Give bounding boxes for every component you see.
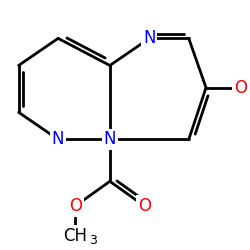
Text: O: O — [234, 79, 247, 97]
Text: N: N — [104, 130, 116, 148]
Text: CH: CH — [63, 226, 87, 244]
Text: 3: 3 — [89, 234, 96, 247]
Text: O: O — [69, 197, 82, 215]
Text: N: N — [52, 130, 64, 148]
Text: O: O — [138, 197, 151, 215]
Text: N: N — [143, 29, 156, 47]
